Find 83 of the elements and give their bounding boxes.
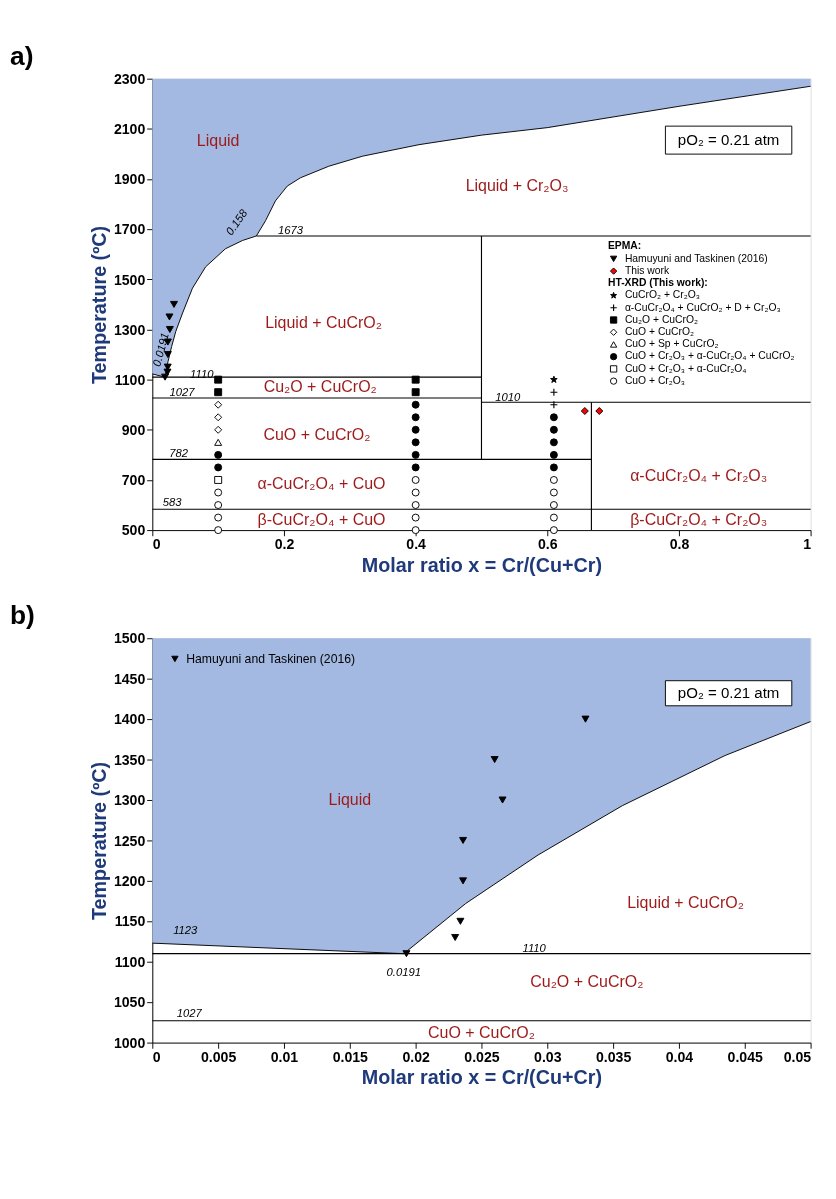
annotation: pO₂ = 0.21 atm bbox=[677, 683, 780, 701]
x-tick-label: 0.6 bbox=[537, 536, 558, 553]
y-tick-label: 1300 bbox=[113, 321, 146, 338]
y-tick-label: 1500 bbox=[113, 271, 146, 288]
annotation: β-CuCr₂O₄ + CuO bbox=[257, 510, 386, 528]
y-tick-label: 1250 bbox=[113, 832, 146, 849]
y-tick-label: 1100 bbox=[114, 371, 146, 388]
x-tick-label: 0 bbox=[152, 1048, 161, 1065]
legend-label: Hamuyuni and Taskinen (2016) bbox=[186, 651, 356, 666]
x-tick-label: 1 bbox=[803, 536, 812, 553]
annotation: Liquid + CuCrO₂ bbox=[265, 313, 382, 331]
x-tick-label: 0.015 bbox=[332, 1048, 369, 1065]
y-axis-title: Temperature (ºC) bbox=[88, 225, 111, 384]
legend-label: CuO + Cr₂O₃ + α-CuCr₂O₄ bbox=[624, 362, 747, 374]
annotation: 1123 bbox=[173, 923, 199, 936]
annotation: Cu₂O + CuCrO₂ bbox=[530, 972, 644, 990]
legend-label: CuO + Cr₂O₃ bbox=[624, 374, 686, 386]
y-tick-label: 1500 bbox=[113, 630, 146, 647]
legend-label: CuO + Cr₂O₃ + α-CuCr₂O₄ + CuCrO₂ bbox=[624, 350, 795, 362]
annotation: 0.0191 bbox=[386, 965, 422, 978]
annotation: 1027 bbox=[176, 1007, 203, 1020]
annotation: CuO + CuCrO₂ bbox=[428, 1023, 535, 1041]
annotation: 1110 bbox=[522, 941, 547, 954]
legend-label: Hamuyuni and Taskinen (2016) bbox=[624, 252, 768, 264]
y-tick-label: 1700 bbox=[113, 221, 146, 238]
x-tick-label: 0.03 bbox=[534, 1048, 562, 1065]
chart-title: a) bbox=[10, 40, 34, 71]
y-tick-label: 2100 bbox=[113, 121, 146, 138]
annotation: α-CuCr₂O₄ + CuO bbox=[257, 475, 386, 493]
annotation: Liquid + CuCrO₂ bbox=[627, 894, 744, 912]
annotation: Cu₂O + CuCrO₂ bbox=[263, 378, 377, 396]
y-tick-label: 2300 bbox=[113, 70, 146, 87]
x-tick-label: 0.04 bbox=[665, 1048, 694, 1065]
y-axis-title: Temperature (ºC) bbox=[88, 761, 111, 920]
y-tick-label: 1150 bbox=[114, 913, 146, 930]
y-tick-label: 1450 bbox=[113, 670, 146, 687]
annotation: 1110 bbox=[190, 368, 215, 381]
legend-label: CuCrO₂ + Cr₂O₃ bbox=[624, 289, 700, 301]
x-tick-label: 0.045 bbox=[727, 1048, 764, 1065]
annotation: HT-XRD (This work): bbox=[607, 277, 708, 289]
annotation: Liquid + Cr₂O₃ bbox=[465, 177, 569, 195]
annotation: 583 bbox=[162, 496, 183, 509]
x-tick-label: 0.035 bbox=[595, 1048, 632, 1065]
y-tick-label: 700 bbox=[121, 472, 146, 489]
legend-label: This work bbox=[624, 264, 670, 276]
x-tick-label: 0.2 bbox=[274, 536, 295, 553]
annotation: Liquid bbox=[196, 132, 240, 150]
annotation: 1010 bbox=[495, 391, 522, 404]
legend-label: Cu₂O + CuCrO₂ bbox=[624, 313, 699, 325]
y-tick-label: 1400 bbox=[113, 711, 146, 728]
legend-label: CuO + Sp + CuCrO₂ bbox=[624, 338, 719, 350]
y-tick-label: 1300 bbox=[113, 792, 146, 809]
annotation: 1673 bbox=[278, 223, 304, 236]
y-tick-label: 1200 bbox=[113, 873, 146, 890]
y-tick-label: 1000 bbox=[113, 1034, 146, 1051]
legend-label: CuO + CuCrO₂ bbox=[624, 326, 695, 338]
x-axis-title: Molar ratio x = Cr/(Cu+Cr) bbox=[361, 1066, 603, 1089]
x-tick-label: 0.05 bbox=[783, 1048, 812, 1065]
x-tick-label: 0.02 bbox=[402, 1048, 430, 1065]
annotation: CuO + CuCrO₂ bbox=[263, 425, 371, 443]
annotation: α-CuCr₂O₄ + Cr₂O₃ bbox=[630, 466, 768, 484]
annotation: 0.0191 bbox=[150, 331, 171, 368]
x-axis-title: Molar ratio x = Cr/(Cu+Cr) bbox=[361, 553, 603, 576]
legend-title: EPMA: bbox=[607, 240, 642, 252]
annotation: β-CuCr₂O₄ + Cr₂O₃ bbox=[630, 510, 768, 528]
x-tick-label: 0.025 bbox=[464, 1048, 500, 1065]
x-tick-label: 0.005 bbox=[201, 1048, 237, 1065]
chart-title: b) bbox=[10, 600, 35, 631]
y-tick-label: 1350 bbox=[113, 751, 146, 768]
y-tick-label: 1900 bbox=[113, 171, 146, 188]
annotation: pO₂ = 0.21 atm bbox=[677, 130, 780, 148]
legend-label: α-CuCr₂O₄ + CuCrO₂ + D + Cr₂O₃ bbox=[624, 301, 781, 313]
y-tick-label: 1100 bbox=[114, 953, 146, 970]
y-tick-label: 900 bbox=[121, 421, 146, 438]
y-tick-label: 500 bbox=[121, 522, 146, 539]
annotation: 1027 bbox=[169, 386, 196, 399]
y-tick-label: 1050 bbox=[113, 994, 146, 1011]
annotation: Liquid bbox=[328, 790, 372, 808]
x-tick-label: 0 bbox=[152, 536, 161, 553]
x-tick-label: 0.4 bbox=[406, 536, 427, 553]
annotation: 782 bbox=[169, 446, 189, 459]
x-tick-label: 0.8 bbox=[669, 536, 690, 553]
x-tick-label: 0.01 bbox=[270, 1048, 299, 1065]
